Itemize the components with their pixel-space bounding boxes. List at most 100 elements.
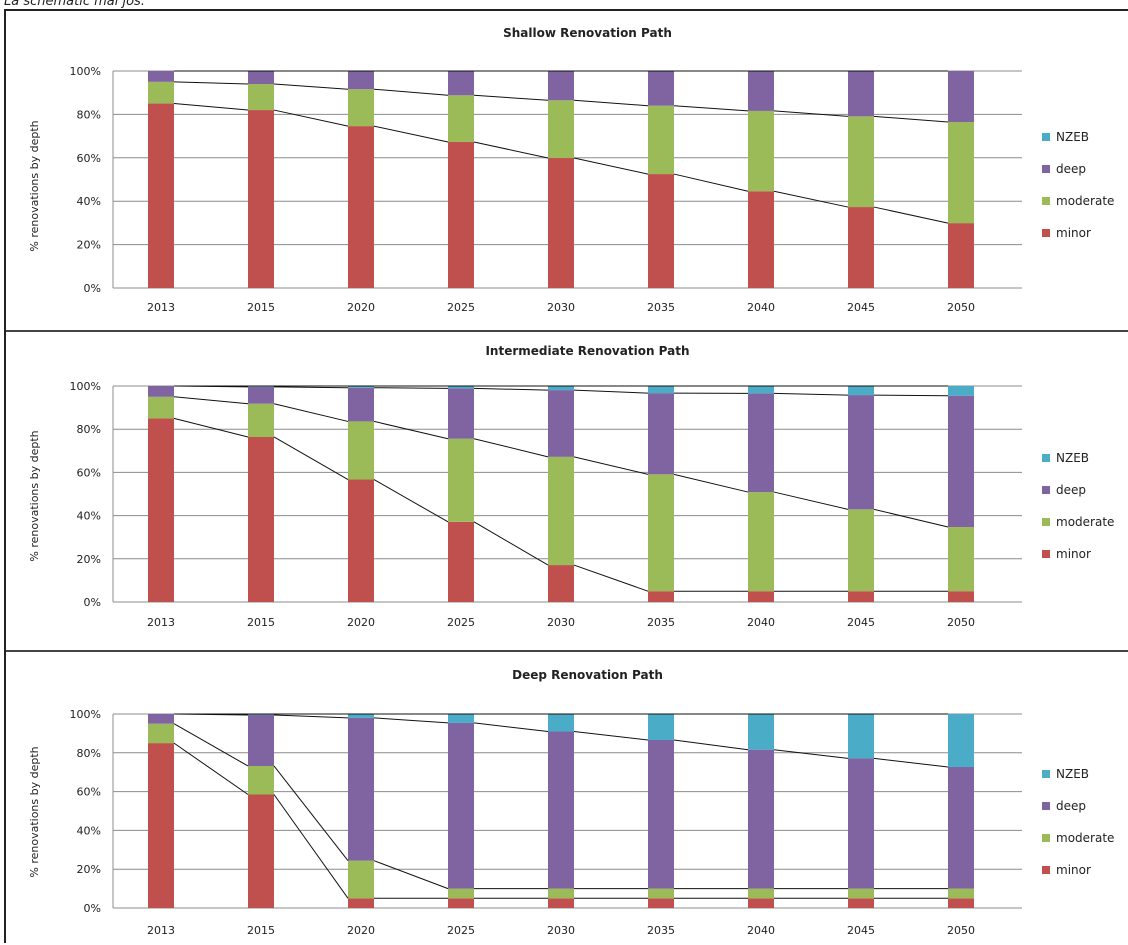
- series-line: [474, 388, 548, 390]
- series-line: [474, 439, 548, 457]
- bar-moderate: [948, 889, 974, 899]
- bar-deep: [548, 71, 574, 100]
- y-axis-label: % renovations by depth: [28, 120, 41, 251]
- series-line: [374, 861, 448, 889]
- series-line: [174, 104, 248, 111]
- series-line: [574, 457, 648, 474]
- bar-moderate: [948, 527, 974, 591]
- bar-deep: [248, 71, 274, 84]
- legend-label-NZEB: NZEB: [1056, 451, 1089, 465]
- x-tick-label: 2035: [647, 301, 675, 314]
- bar-minor: [448, 898, 474, 908]
- bar-moderate: [648, 889, 674, 899]
- bar-moderate: [548, 457, 574, 565]
- y-tick-label: 20%: [77, 863, 101, 876]
- x-tick-label: 2050: [947, 301, 975, 314]
- y-tick-label: 0%: [84, 596, 101, 609]
- bar-moderate: [448, 95, 474, 142]
- legend-swatch-deep: [1042, 486, 1050, 494]
- x-tick-label: 2030: [547, 616, 575, 629]
- bar-NZEB: [348, 714, 374, 718]
- legend-label-moderate: moderate: [1056, 831, 1114, 845]
- series-line: [774, 111, 848, 116]
- series-line: [174, 418, 248, 437]
- series-line: [274, 84, 348, 89]
- x-tick-label: 2013: [147, 616, 175, 629]
- x-tick-label: 2020: [347, 924, 375, 937]
- y-tick-label: 60%: [77, 786, 101, 799]
- series-line: [174, 743, 248, 794]
- legend-label-minor: minor: [1056, 226, 1091, 240]
- legend-label-moderate: moderate: [1056, 515, 1114, 529]
- bar-deep: [748, 750, 774, 889]
- bar-minor: [448, 142, 474, 288]
- series-line: [274, 387, 348, 388]
- series-line: [274, 715, 348, 718]
- y-tick-label: 60%: [77, 152, 101, 165]
- bar-minor: [948, 591, 974, 602]
- bar-deep: [248, 387, 274, 404]
- x-tick-label: 2030: [547, 924, 575, 937]
- y-tick-label: 60%: [77, 466, 101, 479]
- bar-moderate: [348, 89, 374, 126]
- bar-minor: [348, 898, 374, 908]
- top-caption: La schematic mai jos:: [4, 0, 145, 9]
- legend-swatch-minor: [1042, 550, 1050, 558]
- y-tick-label: 40%: [77, 510, 101, 523]
- series-line: [874, 207, 948, 223]
- bar-NZEB: [448, 714, 474, 723]
- chart-title: Shallow Renovation Path: [503, 26, 672, 40]
- bar-moderate: [448, 889, 474, 899]
- legend-swatch-moderate: [1042, 197, 1050, 205]
- x-tick-label: 2050: [947, 924, 975, 937]
- bar-moderate: [948, 122, 974, 223]
- y-tick-label: 40%: [77, 195, 101, 208]
- y-tick-label: 80%: [77, 423, 101, 436]
- bar-minor: [848, 591, 874, 602]
- bar-deep: [248, 715, 274, 766]
- legend-label-deep: deep: [1056, 483, 1086, 497]
- bar-NZEB: [648, 714, 674, 740]
- bar-moderate: [648, 474, 674, 591]
- bar-minor: [548, 158, 574, 288]
- series-line: [574, 731, 648, 740]
- series-line: [574, 158, 648, 174]
- y-tick-label: 0%: [84, 282, 101, 295]
- bar-minor: [348, 480, 374, 602]
- chart-svg-intermediate: Intermediate Renovation Path% renovation…: [6, 332, 1128, 652]
- series-line: [274, 437, 348, 480]
- bar-minor: [548, 565, 574, 602]
- y-tick-label: 100%: [70, 708, 101, 721]
- bar-moderate: [348, 421, 374, 479]
- series-line: [374, 89, 448, 95]
- bar-minor: [748, 591, 774, 602]
- bar-NZEB: [548, 386, 574, 390]
- bar-minor: [648, 174, 674, 288]
- bar-minor: [148, 104, 174, 288]
- bar-deep: [948, 767, 974, 889]
- bar-deep: [848, 758, 874, 888]
- bar-moderate: [848, 509, 874, 591]
- bar-minor: [948, 223, 974, 288]
- bar-deep: [448, 388, 474, 438]
- chart-svg-shallow: Shallow Renovation Path % renovations by …: [6, 11, 1128, 332]
- series-line: [874, 509, 948, 527]
- x-tick-label: 2045: [847, 924, 875, 937]
- bar-minor: [348, 126, 374, 288]
- bar-minor: [648, 591, 674, 602]
- bar-deep: [648, 71, 674, 106]
- series-line: [674, 740, 748, 750]
- bar-deep: [148, 71, 174, 82]
- bar-moderate: [148, 397, 174, 419]
- chart-panel-shallow: Shallow Renovation Path % renovations by …: [6, 11, 1128, 332]
- x-tick-label: 2015: [247, 924, 275, 937]
- legend-swatch-minor: [1042, 229, 1050, 237]
- bar-NZEB: [848, 386, 874, 395]
- x-tick-label: 2045: [847, 301, 875, 314]
- legend-label-deep: deep: [1056, 799, 1086, 813]
- bar-NZEB: [948, 386, 974, 396]
- bar-deep: [448, 723, 474, 889]
- bar-deep: [148, 386, 174, 397]
- series-line: [574, 390, 648, 393]
- series-line: [174, 397, 248, 404]
